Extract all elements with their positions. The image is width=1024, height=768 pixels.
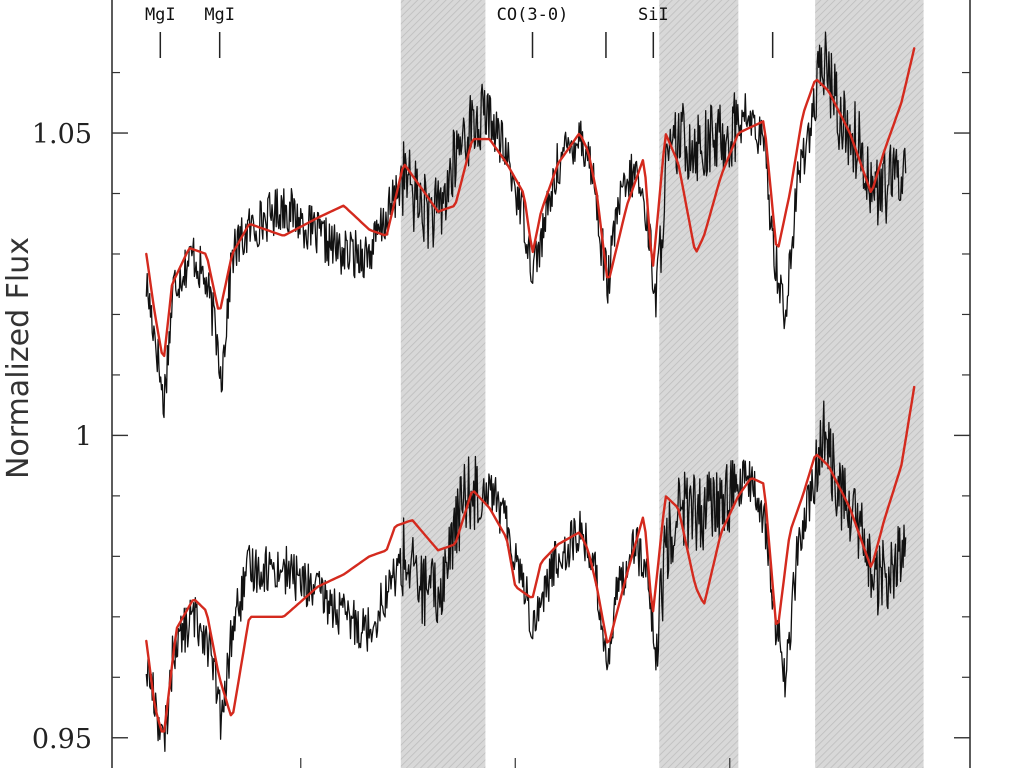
y-axis-label: Normalized Flux — [1, 237, 36, 479]
shaded-band-3 — [815, 0, 924, 768]
line-marker-label: MgI — [145, 5, 176, 25]
y-tick-label: 1 — [75, 421, 92, 452]
plot-frame — [111, 0, 971, 768]
shaded-band-1 — [400, 0, 486, 768]
line-marker-label: SiI — [638, 5, 669, 25]
y-tick-label: 0.95 — [32, 724, 92, 755]
line-marker-label: MgI — [204, 5, 235, 25]
observed-spectrum-upper — [145, 31, 907, 419]
axis-ticks — [112, 71, 970, 768]
spectra — [145, 31, 916, 752]
line-markers: MgI MgI CO(3-0) SiI — [145, 5, 774, 58]
model-spectrum-upper — [145, 47, 916, 358]
model-spectrum-lower — [145, 385, 916, 733]
observed-spectrum-lower — [145, 400, 907, 752]
y-tick-label: 1.05 — [32, 119, 92, 150]
shaded-band-2 — [659, 0, 739, 768]
y-tick-labels: 1.05 1 0.95 — [32, 119, 92, 755]
line-marker-label: CO(3-0) — [497, 5, 569, 25]
